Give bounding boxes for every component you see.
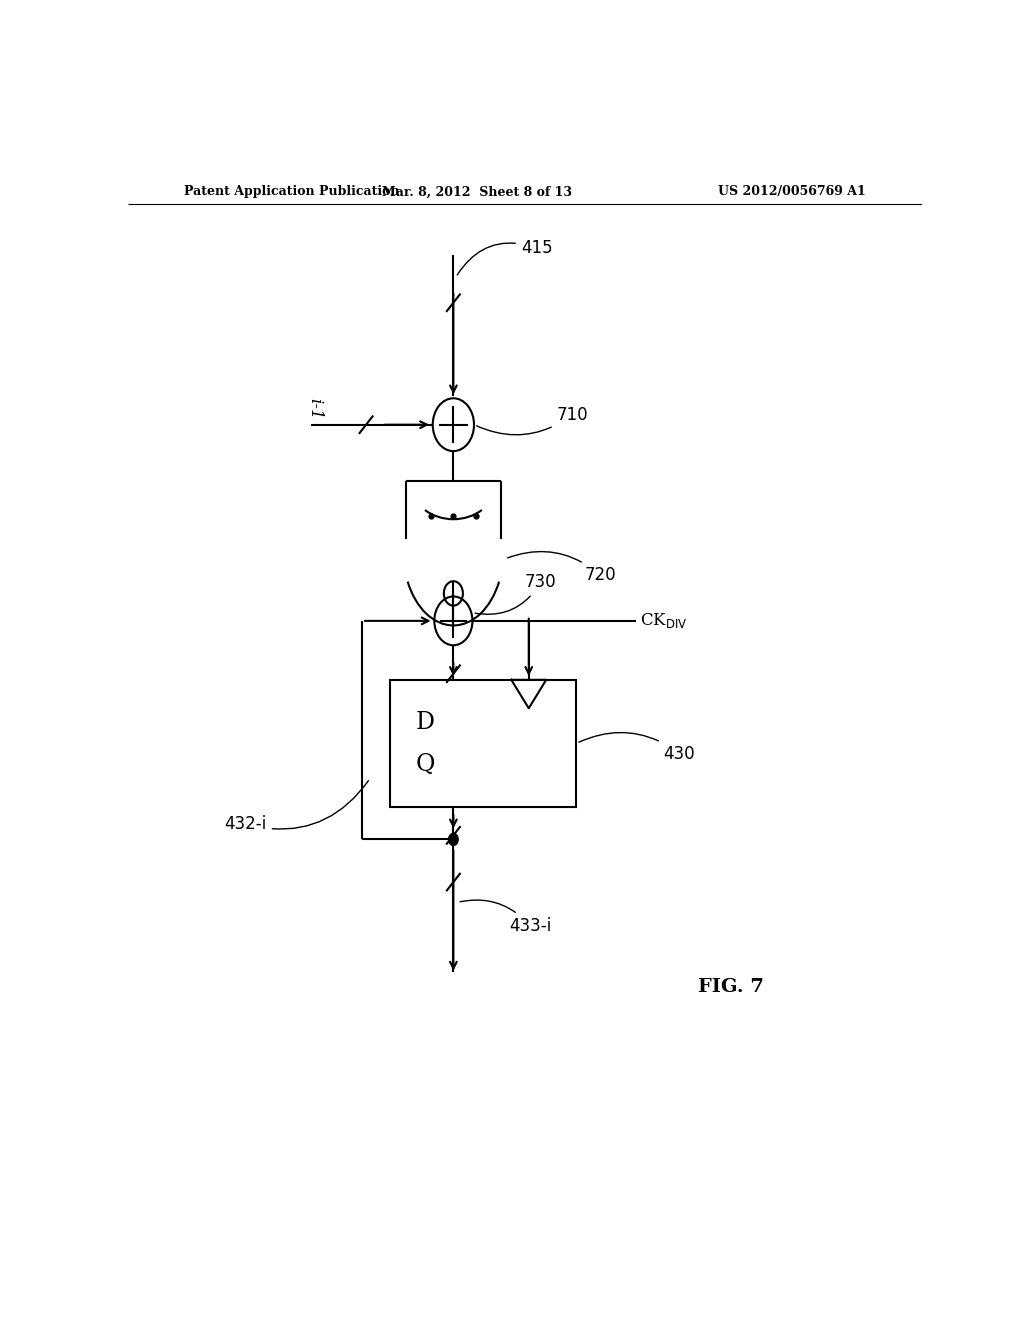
Text: 710: 710	[476, 405, 588, 434]
Text: D: D	[416, 711, 434, 734]
Text: 433-i: 433-i	[460, 900, 551, 935]
Text: Q: Q	[416, 752, 435, 776]
Text: CK$_{\mathrm{DIV}}$: CK$_{\mathrm{DIV}}$	[640, 611, 687, 631]
Text: FIG. 7: FIG. 7	[698, 978, 764, 995]
Text: i-1: i-1	[306, 399, 323, 420]
Text: 730: 730	[475, 573, 556, 614]
Circle shape	[449, 833, 458, 846]
Text: 430: 430	[579, 733, 695, 763]
Text: Patent Application Publication: Patent Application Publication	[183, 185, 399, 198]
Text: 432-i: 432-i	[224, 780, 369, 833]
Text: 720: 720	[508, 552, 616, 585]
Bar	[390, 680, 577, 807]
Text: 415: 415	[458, 239, 553, 275]
Text: US 2012/0056769 A1: US 2012/0056769 A1	[718, 185, 866, 198]
Text: Mar. 8, 2012  Sheet 8 of 13: Mar. 8, 2012 Sheet 8 of 13	[382, 185, 572, 198]
